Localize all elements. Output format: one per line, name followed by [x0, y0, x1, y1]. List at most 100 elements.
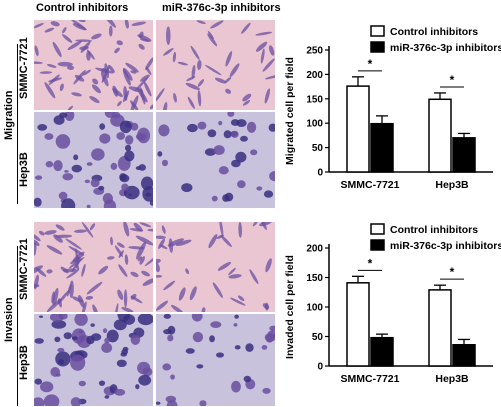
- stained-cell: [114, 388, 126, 396]
- stained-cell: [91, 84, 101, 94]
- stained-cell: [113, 319, 127, 331]
- stained-cell: [173, 92, 177, 103]
- stained-cell: [55, 134, 71, 149]
- stained-cell: [66, 270, 79, 279]
- legend-label: Control inhibitors: [390, 224, 478, 236]
- stained-cell: [116, 242, 125, 248]
- stained-cell: [269, 171, 275, 182]
- stained-cell: [135, 166, 141, 171]
- micrograph-migration-smmc7721-control: [34, 20, 153, 110]
- stained-cell: [101, 68, 108, 74]
- stained-cell: [262, 387, 271, 394]
- stained-cell: [86, 49, 95, 60]
- stained-cell: [224, 77, 232, 84]
- stained-cell: [163, 48, 174, 56]
- stained-cell: [208, 234, 218, 249]
- stained-cell: [58, 191, 68, 200]
- stained-cell: [98, 380, 106, 386]
- stained-cell: [44, 27, 55, 33]
- bar: [428, 98, 452, 173]
- significance-star: *: [368, 57, 373, 71]
- category-label: Hep3B: [435, 373, 469, 385]
- stained-cell: [62, 27, 67, 34]
- stained-cell: [134, 76, 149, 92]
- stained-cell: [139, 256, 145, 265]
- legend-swatch: [370, 41, 385, 53]
- stained-cell: [101, 342, 113, 354]
- stained-cell: [130, 122, 139, 131]
- stained-cell: [219, 222, 224, 237]
- stained-cell: [211, 195, 218, 202]
- stained-cell: [156, 300, 169, 311]
- stained-cell: [242, 93, 252, 102]
- stained-cell: [261, 344, 268, 350]
- stained-cell: [67, 105, 74, 110]
- stained-cell: [147, 228, 153, 232]
- row-label-invasion-hep3b: Hep3B: [18, 345, 30, 380]
- stained-cell: [122, 90, 130, 103]
- stained-cell: [44, 230, 57, 235]
- stained-cell: [171, 304, 185, 312]
- bar: [370, 122, 394, 173]
- stained-cell: [181, 183, 193, 193]
- stained-cell: [245, 343, 254, 352]
- stained-cell: [136, 241, 147, 260]
- stained-cell: [106, 329, 119, 343]
- stained-cell: [116, 359, 127, 368]
- stained-cell: [269, 325, 275, 332]
- stained-cell: [137, 314, 153, 326]
- micrograph-invasion-smmc7721-control: [34, 222, 153, 312]
- stained-cell: [130, 334, 141, 345]
- section-label-migration: Migration: [3, 90, 15, 141]
- stained-cell: [228, 267, 236, 276]
- stained-cell: [205, 64, 222, 76]
- significance-star: *: [450, 265, 455, 279]
- stained-cell: [141, 270, 150, 277]
- micrograph-background: [156, 112, 275, 208]
- stained-cell: [255, 31, 273, 36]
- stained-cell: [64, 112, 75, 122]
- stained-cell: [81, 263, 86, 277]
- stained-cell: [241, 22, 251, 34]
- stained-cell: [197, 79, 205, 87]
- stained-cell: [237, 180, 246, 189]
- stained-cell: [210, 20, 224, 29]
- stained-cell: [74, 74, 85, 82]
- stained-cell: [144, 254, 153, 267]
- stained-cell: [235, 151, 247, 163]
- stained-cell: [142, 278, 153, 286]
- stained-cell: [92, 304, 99, 312]
- stained-cell: [158, 238, 166, 249]
- stained-cell: [34, 175, 43, 180]
- stained-cell: [130, 95, 139, 110]
- y-tick-label: 50: [312, 332, 324, 343]
- stained-cell: [228, 274, 242, 279]
- micrograph-invasion-hep3b-inhibitor: [156, 314, 275, 406]
- stained-cell: [52, 287, 59, 306]
- stained-cell: [114, 245, 124, 258]
- stained-cell: [230, 130, 239, 138]
- stained-cell: [39, 71, 53, 74]
- stained-cell: [39, 381, 54, 393]
- stained-cell: [246, 121, 257, 133]
- stained-cell: [185, 82, 200, 90]
- stained-cell: [72, 23, 87, 31]
- stained-cell: [43, 394, 60, 406]
- stained-cell: [46, 298, 62, 312]
- stained-cell: [167, 334, 174, 342]
- stained-cell: [222, 194, 230, 202]
- stained-cell: [34, 239, 40, 246]
- stained-cell: [196, 20, 206, 24]
- stained-cell: [86, 162, 93, 166]
- row-label-migration-smmc7721: SMMC-7721: [18, 37, 30, 99]
- stained-cell: [186, 76, 196, 82]
- stained-cell: [123, 314, 136, 325]
- stained-cell: [242, 100, 251, 106]
- stained-cell: [137, 127, 151, 144]
- stained-cell: [172, 51, 177, 63]
- stained-cell: [156, 262, 160, 273]
- stained-cell: [177, 61, 188, 66]
- legend-swatch: [370, 25, 385, 37]
- stained-cell: [145, 56, 153, 71]
- stained-cell: [82, 69, 91, 76]
